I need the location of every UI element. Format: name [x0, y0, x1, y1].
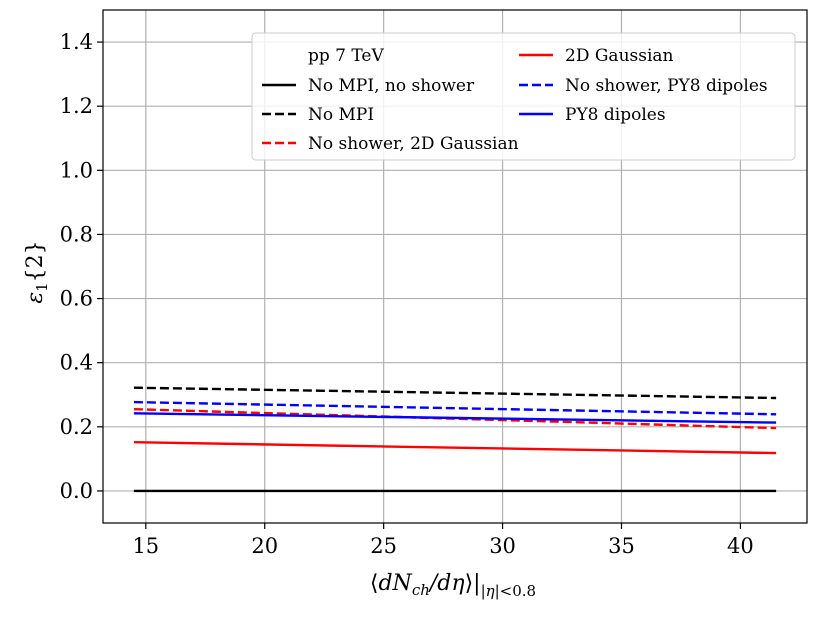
series-line-no-shower-2d-gaussian	[133, 408, 777, 430]
series-group	[133, 386, 777, 493]
legend-entry-label: No shower, PY8 dipoles	[565, 76, 768, 96]
series-line-no-mpi	[133, 386, 777, 400]
legend-entry-label: No MPI, no shower	[308, 76, 475, 96]
y-tick-label: 0.0	[60, 479, 93, 503]
legend-title: pp 7 TeV	[308, 46, 384, 66]
y-tick-label: 0.6	[60, 287, 93, 311]
y-tick-label: 1.0	[60, 158, 93, 182]
x-tick-label: 20	[251, 534, 278, 558]
y-axis-label: ε1{2}	[23, 240, 51, 303]
series-line-no-shower-py8-dipoles	[133, 400, 777, 416]
series-line-2d-gaussian	[133, 441, 777, 455]
y-tick-label: 0.4	[60, 351, 93, 375]
x-tick-label: 15	[132, 534, 159, 558]
legend-entry-label: 2D Gaussian	[565, 46, 674, 66]
y-tick-label: 0.2	[60, 415, 93, 439]
x-tick-label: 35	[608, 534, 635, 558]
plot-frame	[102, 9, 808, 524]
axis-ticks: 15 20 25 30 35 40 0.0 0.2 0.4 0.6 0.8 1.0 1.2 1.4	[60, 30, 754, 558]
x-tick-label: 30	[489, 534, 516, 558]
x-tick-label: 25	[370, 534, 397, 558]
legend-entry-label: No shower, 2D Gaussian	[308, 134, 519, 154]
legend-entry-label: PY8 dipoles	[565, 105, 666, 125]
legend-box	[251, 32, 796, 161]
x-axis-label: ⟨dNch/dη⟩||η|<0.8	[370, 571, 536, 600]
legend: pp 7 TeV No MPI, no shower No MPI No shower…	[251, 32, 796, 161]
y-tick-label: 1.2	[60, 94, 93, 118]
y-tick-label: 1.4	[60, 30, 93, 54]
y-tick-label: 0.8	[60, 222, 93, 246]
legend-entry-label: No MPI	[308, 105, 374, 125]
x-tick-label: 40	[727, 534, 754, 558]
series-line-py8-dipoles	[133, 412, 777, 424]
